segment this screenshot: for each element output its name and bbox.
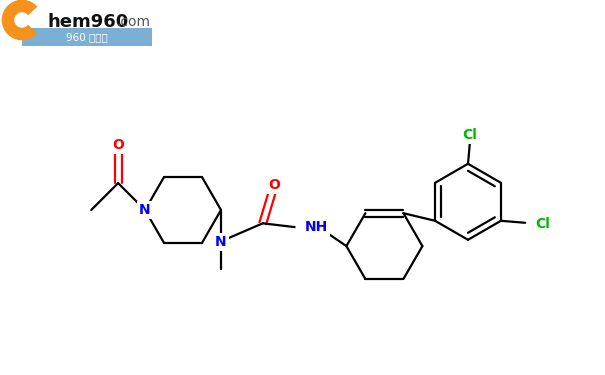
Text: O: O	[268, 178, 280, 192]
Text: .com: .com	[116, 15, 150, 29]
Text: Cl: Cl	[535, 217, 550, 231]
Text: N: N	[215, 235, 227, 249]
Text: NH: NH	[304, 220, 328, 234]
Text: hem960: hem960	[47, 13, 129, 31]
Text: O: O	[112, 138, 124, 152]
Text: N: N	[139, 203, 151, 217]
Text: 960 化工网: 960 化工网	[66, 32, 108, 42]
Bar	[22, 28, 152, 46]
Text: Cl: Cl	[463, 128, 477, 142]
